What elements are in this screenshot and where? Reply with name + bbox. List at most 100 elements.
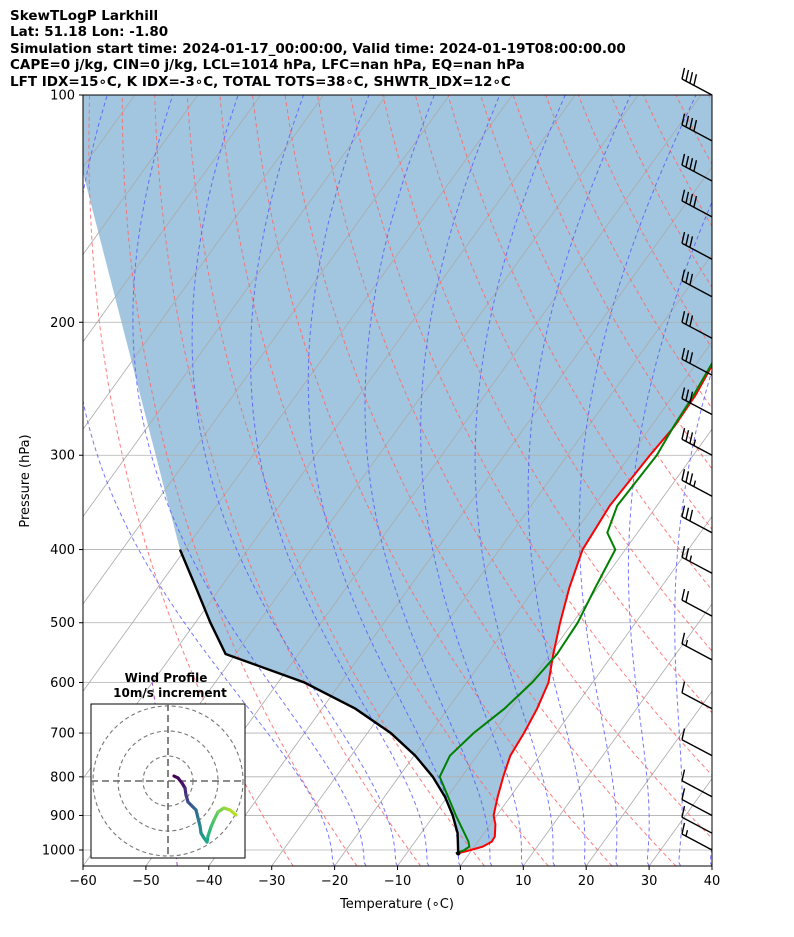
wind-barb-flag xyxy=(685,234,690,246)
wind-barb-flag xyxy=(689,509,694,522)
wind-barb xyxy=(681,546,713,574)
wind-barb-flag xyxy=(685,350,690,362)
dry-adiabat-line xyxy=(219,95,549,866)
wind-barb-flag xyxy=(693,74,698,86)
chart-title-line-5: LFT IDX=15∘C, K IDX=-3∘C, TOTAL TOTS=38∘… xyxy=(10,73,511,90)
isotherm-line xyxy=(397,428,712,866)
moist-adiabat-line xyxy=(250,95,430,866)
wind-barb-flag xyxy=(685,115,690,128)
wind-barb-flag xyxy=(689,193,694,206)
wind-barb-flag xyxy=(681,788,686,800)
wind-barb xyxy=(681,588,713,617)
moist-adiabat-line xyxy=(627,200,712,866)
x-tick-label: 30 xyxy=(641,874,658,889)
wind-barb-staff xyxy=(681,833,713,851)
wind-barb-flag xyxy=(689,315,694,327)
y-tick-label: 800 xyxy=(50,770,75,785)
wind-barb-flag xyxy=(685,69,690,82)
chart-title-line-1: SkewTLogP Larkhill xyxy=(10,8,159,24)
moist-adiabat-line xyxy=(132,95,367,866)
wind-barb xyxy=(681,632,713,661)
wind-barb-flag xyxy=(681,231,686,244)
wind-barb-staff xyxy=(681,397,713,416)
dry-adiabat-line xyxy=(349,95,712,776)
x-tick-label: −30 xyxy=(258,874,285,889)
wind-barb-flag xyxy=(681,728,686,740)
wind-barb xyxy=(681,67,713,96)
y-tick-label: 700 xyxy=(50,727,75,742)
isotherm-line xyxy=(711,865,712,866)
x-axis-label: Temperature (∘C) xyxy=(339,897,454,912)
isotherm-line xyxy=(83,95,450,605)
dry-adiabat-line xyxy=(774,95,794,866)
isotherm-line xyxy=(83,95,262,343)
wind-barb xyxy=(681,311,713,339)
wind-barb-flag xyxy=(681,311,686,323)
wind-barb xyxy=(681,505,713,534)
lcl-marker xyxy=(456,851,461,856)
wind-barb xyxy=(681,728,713,757)
moist-adiabat-line xyxy=(420,95,524,866)
isotherm-line xyxy=(83,95,324,430)
isotherm-line xyxy=(0,95,72,866)
dry-adiabat-line xyxy=(382,95,712,714)
wind-barb-staff xyxy=(681,321,713,339)
x-tick-label: 10 xyxy=(515,874,532,889)
moist-adiabat-line xyxy=(710,839,712,866)
wind-barb xyxy=(681,387,713,416)
wind-barb-flag xyxy=(689,117,694,130)
y-tick-label: 500 xyxy=(50,616,75,631)
dry-adiabat-line xyxy=(252,95,613,866)
y-axis-label: Pressure (hPa) xyxy=(18,434,33,527)
isotherm-line xyxy=(208,166,712,866)
hodograph-subtitle: 10m/s increment xyxy=(113,686,227,700)
isotherm-line xyxy=(334,341,712,866)
dry-adiabat-line xyxy=(88,95,294,866)
wind-barb-flag xyxy=(681,67,686,80)
wind-barb-staff xyxy=(681,798,713,817)
chart-title-block: SkewTLogP Larkhill Lat: 51.18 Lon: -1.80… xyxy=(10,8,780,90)
wind-barb-flag xyxy=(685,471,690,483)
wind-barb xyxy=(681,805,713,834)
wind-barb-flag xyxy=(685,271,690,284)
wind-barb-staff xyxy=(681,242,713,260)
hodograph-segment xyxy=(228,808,238,817)
wind-barb-staff xyxy=(681,200,713,218)
moist-adiabat-line xyxy=(307,95,461,866)
wind-barb-staff xyxy=(681,739,713,757)
wind-barb-staff xyxy=(681,780,713,798)
hodograph-title: Wind Profile xyxy=(125,671,208,685)
x-tick-label: −60 xyxy=(69,874,96,889)
moist-adiabat-line xyxy=(578,95,697,866)
dry-adiabat-line xyxy=(186,95,485,866)
wind-barb xyxy=(681,231,713,260)
isotherm-line xyxy=(460,515,712,866)
y-tick-label: 900 xyxy=(50,809,75,824)
x-tick-label: 20 xyxy=(578,874,595,889)
y-tick-label: 400 xyxy=(50,543,75,558)
y-tick-label: 300 xyxy=(50,449,75,464)
wind-barb-flag xyxy=(681,189,686,202)
wind-barb-staff xyxy=(681,479,713,497)
wind-barb-flag xyxy=(681,113,686,126)
cape-shaded-area xyxy=(83,95,712,854)
chart-title-line-3: Simulation start time: 2024-01-17_00:00:… xyxy=(10,40,626,57)
x-tick-label: −20 xyxy=(321,874,348,889)
wind-barb-staff xyxy=(681,438,713,456)
moist-adiabat-line xyxy=(191,95,398,866)
isotherm-line xyxy=(775,95,794,866)
wind-barb-flag xyxy=(681,387,686,399)
wind-barb-flag xyxy=(685,507,690,520)
y-tick-label: 100 xyxy=(50,89,75,104)
wind-barb-flag xyxy=(681,822,686,835)
wind-barb-flag xyxy=(685,155,690,168)
parcel-path-line xyxy=(178,549,460,854)
wind-barb-flag xyxy=(689,236,694,248)
isotherm-line xyxy=(83,95,513,692)
wind-barb-flag xyxy=(689,71,694,84)
wind-barb-flag xyxy=(681,153,686,166)
x-tick-label: −10 xyxy=(384,874,411,889)
wind-barb xyxy=(681,469,713,497)
wind-barb-flag xyxy=(689,432,694,444)
wind-barb-staff xyxy=(681,643,713,661)
